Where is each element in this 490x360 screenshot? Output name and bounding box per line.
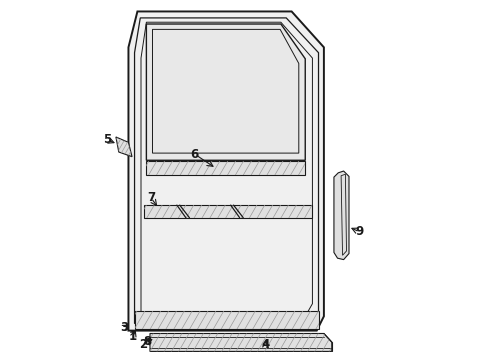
Text: 8: 8 [144, 335, 151, 348]
Polygon shape [147, 161, 305, 175]
Polygon shape [141, 22, 313, 316]
Polygon shape [152, 30, 299, 153]
Polygon shape [135, 18, 318, 323]
Polygon shape [334, 171, 349, 260]
Text: 4: 4 [262, 338, 270, 351]
Polygon shape [116, 137, 132, 157]
Text: 9: 9 [356, 225, 364, 238]
Text: 6: 6 [191, 148, 199, 161]
Polygon shape [135, 311, 318, 329]
Polygon shape [150, 333, 332, 351]
Polygon shape [128, 12, 324, 330]
Text: 7: 7 [147, 192, 155, 204]
Polygon shape [147, 24, 305, 160]
Text: 1: 1 [129, 330, 137, 343]
Polygon shape [144, 205, 313, 218]
Text: 2: 2 [139, 338, 147, 351]
Text: 5: 5 [103, 133, 111, 146]
Text: 3: 3 [120, 321, 128, 334]
